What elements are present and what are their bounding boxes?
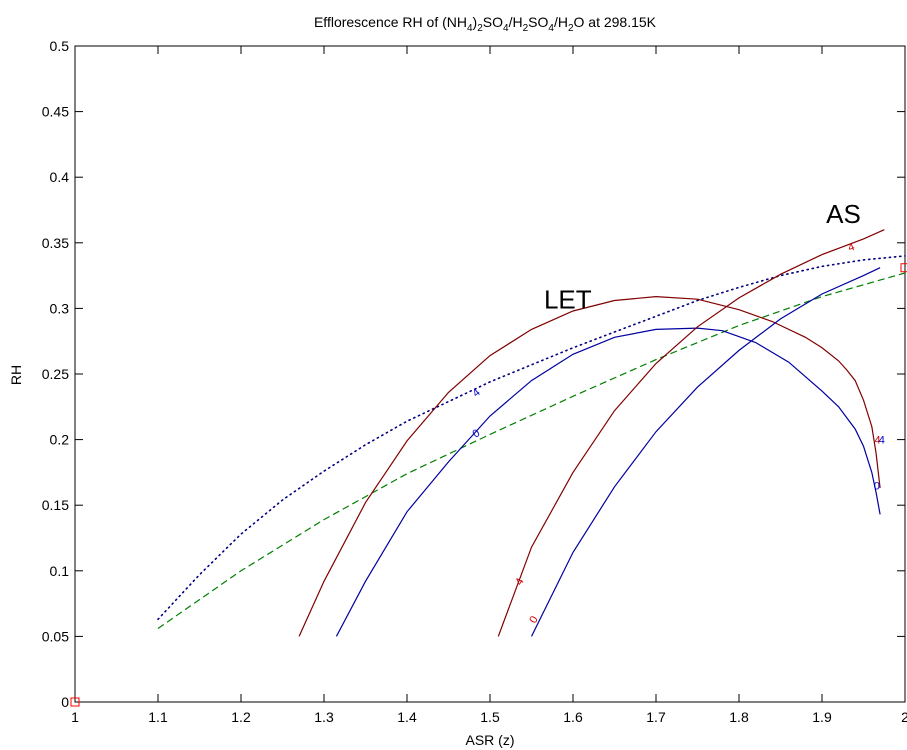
y-tick-label: 0.05 <box>42 628 69 644</box>
title-subscript: 2 <box>568 23 574 34</box>
title-text: ) <box>473 14 478 30</box>
y-tick-label: 0.5 <box>50 38 70 54</box>
series-layer <box>157 229 906 637</box>
y-tick-label: 0.1 <box>50 563 70 579</box>
plot-border <box>74 45 906 703</box>
series-line-1 <box>157 255 906 621</box>
x-tick-label: 1.5 <box>480 709 500 725</box>
y-tick-label: 0.25 <box>42 366 69 382</box>
chart-title: Efflorescence RH of (NH4)2SO4/H2SO4/H2O … <box>314 14 657 34</box>
series-line-6 <box>530 267 881 637</box>
y-axis-title: RH <box>8 365 24 385</box>
title-text: SO <box>528 14 548 30</box>
annotation-as: AS <box>826 199 861 229</box>
title-text: /H <box>554 14 568 30</box>
title-subscript: 2 <box>523 23 529 34</box>
title-subscript: 2 <box>477 23 483 34</box>
x-axis-title: ASR (z) <box>466 732 515 748</box>
contour-label: 0 <box>471 427 483 440</box>
marker-square <box>70 697 80 707</box>
annotation-let: LET <box>544 284 592 314</box>
series-line-2 <box>157 272 906 629</box>
contour-label: 4 <box>513 576 526 587</box>
x-tick-label: 1.9 <box>812 709 832 725</box>
x-tick-label: 2 <box>901 709 907 725</box>
contour-label: 0 <box>874 481 880 493</box>
x-tick-label: 1.4 <box>397 709 417 725</box>
title-text: O at 298.15K <box>574 14 657 30</box>
x-tick-label: 1.7 <box>646 709 666 725</box>
x-tick-label: 1.6 <box>563 709 583 725</box>
plot-area <box>74 45 906 703</box>
x-tick-label: 1.1 <box>148 709 168 725</box>
title-text: /H <box>509 14 523 30</box>
y-tick-label: 0.15 <box>42 497 69 513</box>
x-tick-label: 1.8 <box>729 709 749 725</box>
title-text: SO <box>483 14 503 30</box>
series-line-5 <box>497 229 885 637</box>
title-subscript: 4 <box>503 23 509 34</box>
contour-label: 0 <box>527 614 540 625</box>
x-tick-label: 1.2 <box>231 709 251 725</box>
y-tick-label: 0 <box>61 694 69 710</box>
series-line-4 <box>335 327 881 637</box>
marker-square <box>900 263 907 273</box>
y-tick-label: 0.3 <box>50 300 70 316</box>
y-tick-label: 0.4 <box>50 169 70 185</box>
contour-label: 4 <box>879 435 885 447</box>
annotations: LET AS <box>544 199 861 314</box>
axis-ticks: 1 1.1 1.2 1.3 1.4 1.5 1.6 1.7 1.8 1.9 2 0 0.05 0.1 0.1… <box>42 38 907 725</box>
y-tick-label: 0.2 <box>50 432 70 448</box>
title-subscript: 4 <box>467 23 473 34</box>
title-text: Efflorescence RH of (NH <box>314 14 467 30</box>
x-tick-label: 1 <box>71 709 79 725</box>
contour-label: 4 <box>846 241 856 254</box>
y-tick-label: 0.35 <box>42 235 69 251</box>
y-tick-label: 0.45 <box>42 104 69 120</box>
markers <box>70 263 907 707</box>
title-subscript: 4 <box>548 23 554 34</box>
contour-label: 4 <box>875 435 881 447</box>
x-tick-label: 1.3 <box>314 709 334 725</box>
series-line-3 <box>298 295 881 637</box>
